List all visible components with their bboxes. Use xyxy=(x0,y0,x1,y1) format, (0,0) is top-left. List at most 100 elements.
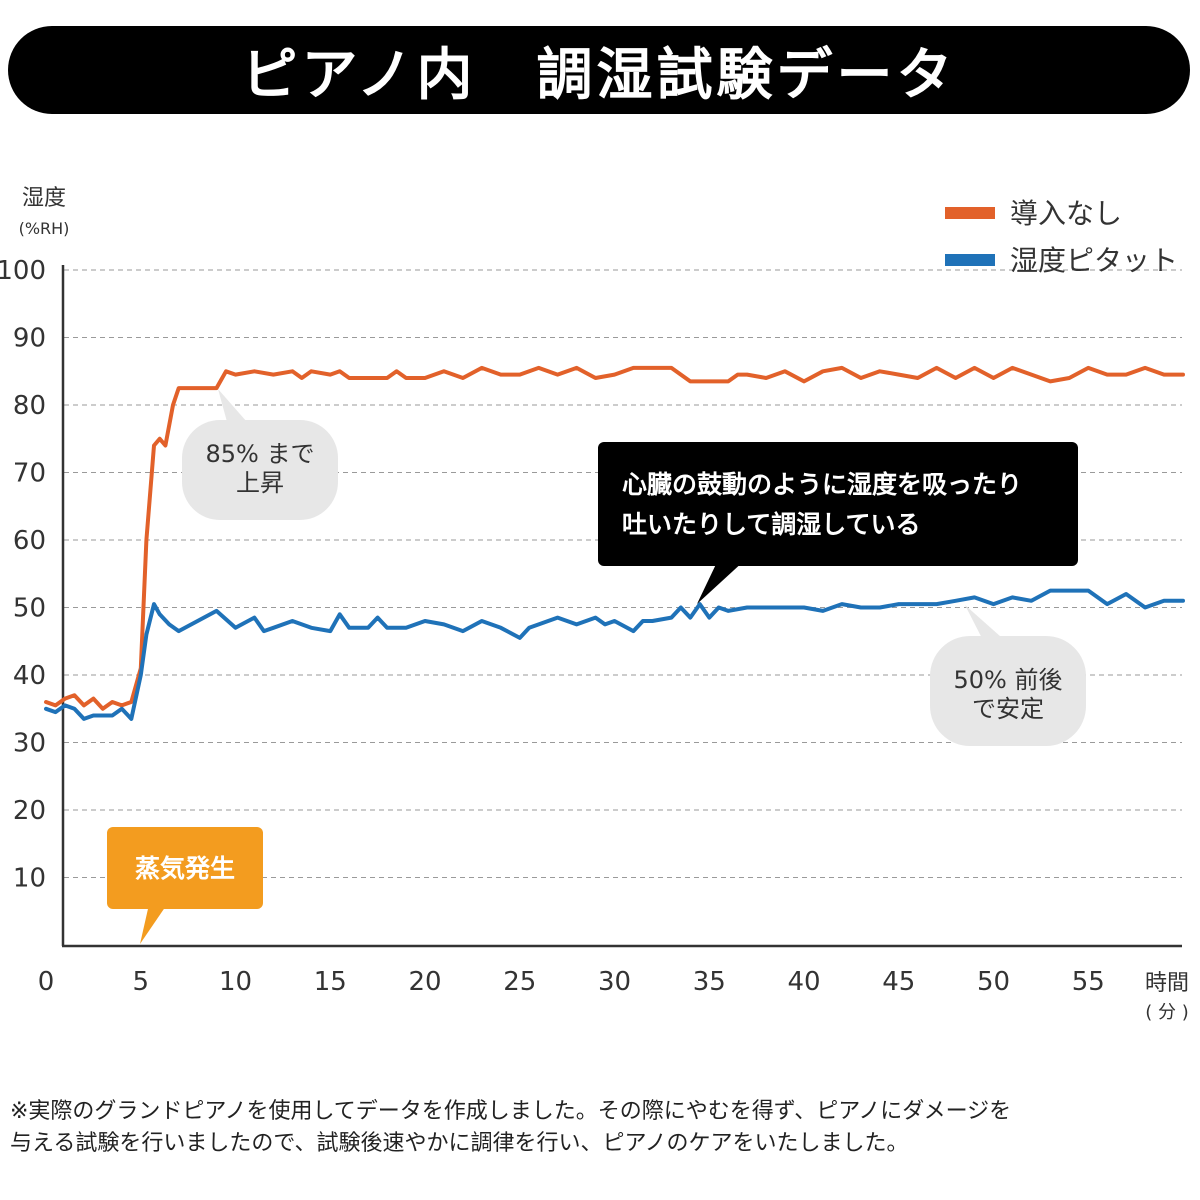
title-banner: ピアノ内 調湿試験データ xyxy=(8,26,1190,114)
series-2-point xyxy=(594,616,597,619)
series-2-point xyxy=(651,619,654,623)
x-axis-unit: ( 分 ) xyxy=(1145,1002,1189,1023)
series-2-point xyxy=(338,613,341,616)
series-2-point xyxy=(613,619,616,623)
series-1-point xyxy=(708,380,711,383)
series-2-point xyxy=(167,623,171,626)
series-2-point xyxy=(916,602,919,606)
series-1-point xyxy=(120,704,124,707)
series-1-point xyxy=(164,444,167,447)
series-2-point xyxy=(54,710,57,714)
series-1-point xyxy=(82,704,86,707)
series-1-point xyxy=(1011,366,1014,370)
series-1-point xyxy=(1162,373,1166,376)
series-2-point xyxy=(1106,602,1109,606)
series-2-point xyxy=(783,606,787,609)
series-2-point xyxy=(63,704,67,707)
series-1-point xyxy=(44,700,48,704)
series-1-point xyxy=(92,697,95,700)
series-1-point xyxy=(1030,373,1033,376)
series-1-point xyxy=(736,373,739,376)
series-2-point xyxy=(92,714,95,717)
series-1-point xyxy=(253,370,256,373)
series-2-point xyxy=(1162,599,1166,602)
series-1-point xyxy=(54,704,57,707)
x-tick-label: 25 xyxy=(503,967,536,997)
series-1-point xyxy=(878,370,881,373)
series-1-point xyxy=(480,366,484,370)
footnote-line-2: 与える試験を行いましたので、試験後速やかに調律を行い、ピアノのケアをいたしました… xyxy=(10,1131,909,1156)
series-2-point xyxy=(1011,596,1014,599)
series-1-point xyxy=(310,370,313,373)
series-1-point xyxy=(338,370,341,373)
series-1-point xyxy=(1124,373,1128,376)
series-2-point xyxy=(376,616,379,619)
series-1-point xyxy=(145,538,148,542)
series-1-point xyxy=(575,366,578,370)
series-2-point xyxy=(111,714,114,717)
humidity-line-chart: 10 20 30 40 50 60 70 80 90 100 0 5 10 15 20 25 30 35 40 45 5… xyxy=(0,186,1189,1023)
series-lines xyxy=(44,365,1185,721)
series-2-point xyxy=(575,623,578,626)
legend-swatch-2 xyxy=(945,254,995,266)
series-1-point xyxy=(651,366,654,370)
series-2-point xyxy=(196,619,199,623)
series-2-point xyxy=(632,629,635,633)
series-1-point xyxy=(461,376,465,380)
series-2-point xyxy=(73,707,76,710)
series-2-point xyxy=(291,619,294,623)
series-2-point xyxy=(480,619,484,623)
y-tick-label: 50 xyxy=(13,594,46,624)
series-1-point xyxy=(234,373,237,376)
x-tick-label: 35 xyxy=(693,967,726,997)
y-tick-label: 80 xyxy=(13,391,46,421)
x-tick-label: 20 xyxy=(408,967,441,997)
x-tick-label: 10 xyxy=(219,967,252,997)
series-2-point xyxy=(897,602,900,606)
series-1-point xyxy=(613,373,616,376)
rise-bubble xyxy=(182,420,338,520)
footnote-line-1: ※実際のグランドピアノを使用してデータを作成しました。その際にやむを得ず、ピアノ… xyxy=(10,1099,1012,1124)
heartbeat-bubble xyxy=(598,442,1078,566)
series-2-point xyxy=(145,633,148,636)
series-2-point xyxy=(1068,589,1071,592)
series-2-point xyxy=(992,602,995,606)
heartbeat-bubble-tail xyxy=(697,560,745,604)
series-1-point xyxy=(859,376,863,380)
series-1-point xyxy=(158,437,161,440)
series-1-point xyxy=(689,380,692,383)
series-1-point xyxy=(935,366,938,370)
steam-bubble-tail xyxy=(140,900,170,944)
series-2-point xyxy=(821,609,825,613)
series-1-point xyxy=(152,444,156,447)
legend-label-1: 導入なし xyxy=(1010,197,1122,230)
series-1-point xyxy=(73,694,76,697)
series-1-point xyxy=(1143,366,1147,370)
series-2-point xyxy=(973,596,976,599)
series-2-point xyxy=(528,626,531,629)
series-2-point xyxy=(130,717,133,721)
series-1-point xyxy=(537,366,540,370)
series-2-point xyxy=(717,606,720,609)
series-1-point xyxy=(783,370,787,373)
stable-bubble xyxy=(930,636,1086,746)
x-tick-label: 55 xyxy=(1072,967,1105,997)
series-2-point xyxy=(139,673,142,677)
series-2-point xyxy=(442,623,446,626)
series-2-point xyxy=(878,606,881,609)
series-1-point xyxy=(130,700,133,704)
series-1-point xyxy=(291,370,294,373)
series-2-point xyxy=(101,714,105,717)
series-2-point xyxy=(499,626,502,629)
series-1-point xyxy=(499,373,502,376)
grid-lines xyxy=(64,269,1182,878)
series-1-point xyxy=(764,376,768,380)
y-tick-label: 30 xyxy=(13,729,46,759)
series-2-point xyxy=(152,602,156,606)
series-2-point xyxy=(44,707,48,710)
series-1-point xyxy=(518,373,521,376)
series-2-point xyxy=(253,616,256,619)
series-2-point xyxy=(82,717,86,721)
steam-bubble xyxy=(107,827,263,909)
heartbeat-annotation-text: 心臓の鼓動のように湿度を吸ったり xyxy=(622,470,1022,499)
